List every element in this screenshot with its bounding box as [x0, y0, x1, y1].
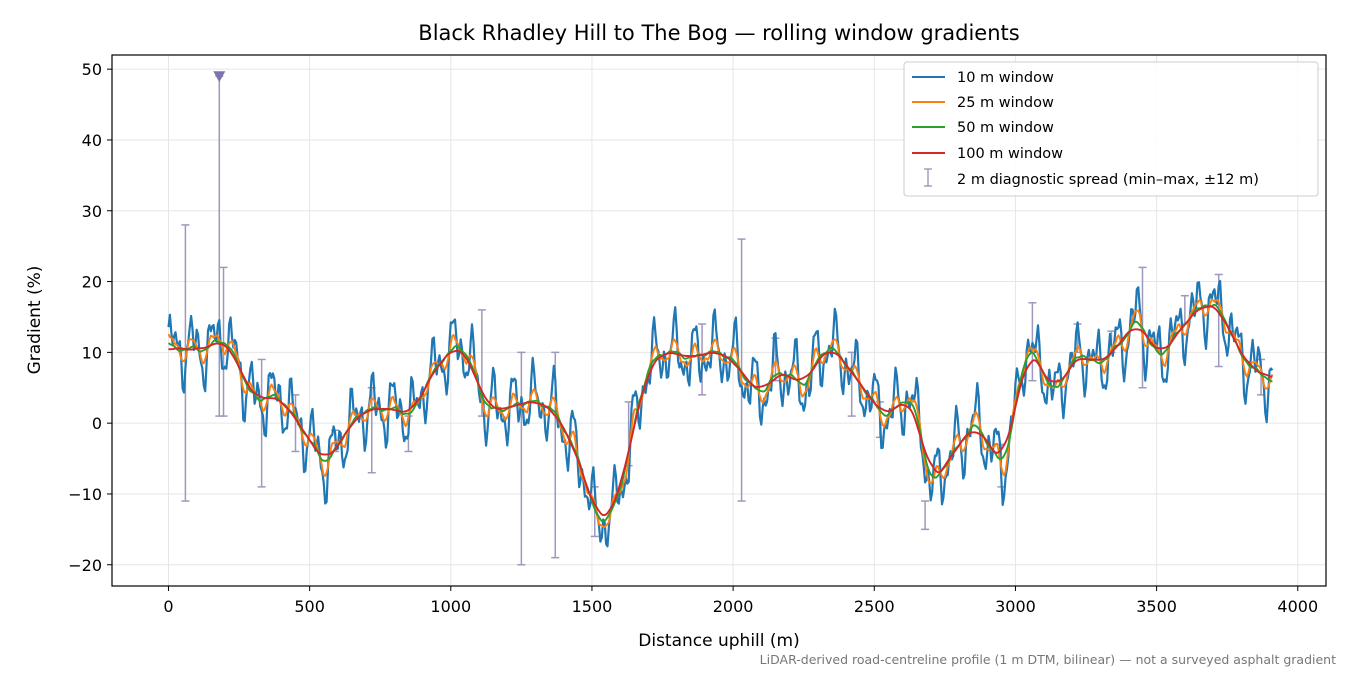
y-tick-label: −10 — [68, 485, 102, 504]
diagnostic-error-bar — [257, 358, 266, 488]
footnote: LiDAR-derived road-centreline profile (1… — [760, 652, 1336, 667]
y-tick-label: 0 — [92, 414, 102, 433]
x-axis-label: Distance uphill (m) — [638, 631, 799, 651]
chart-title: Black Rhadley Hill to The Bog — rolling … — [418, 21, 1019, 45]
x-tick-label: 0 — [163, 597, 173, 616]
y-tick-label: 30 — [82, 202, 102, 221]
y-tick-label: 40 — [82, 131, 102, 150]
series-lines — [167, 279, 1274, 548]
y-tick-label: 50 — [82, 60, 102, 79]
legend-label-10m: 10 m window — [957, 70, 1054, 86]
series-line-25-m-window — [167, 298, 1274, 529]
x-tick-label: 3000 — [995, 597, 1036, 616]
x-tick-label: 1000 — [430, 597, 471, 616]
series-line-10-m-window — [167, 279, 1274, 548]
y-tick-label: 10 — [82, 343, 102, 362]
legend-box — [903, 61, 1319, 197]
legend-swatch-diagnostic — [924, 168, 932, 187]
x-tick-label: 2000 — [713, 597, 754, 616]
y-tick-label: 20 — [82, 273, 102, 292]
clipped-markers — [213, 71, 226, 83]
x-tick-label: 4000 — [1277, 597, 1318, 616]
legend-label-25m: 25 m window — [957, 95, 1054, 111]
x-axis-ticks: 0 500 1000 1500 2000 2500 3000 3500 4000 — [163, 586, 1318, 616]
x-tick-label: 1500 — [572, 597, 613, 616]
legend: 10 m window 25 m window 50 m window 100 … — [903, 61, 1319, 197]
legend-label-diagnostic: 2 m diagnostic spread (min–max, ±12 m) — [957, 172, 1259, 188]
diagnostic-error-bar — [921, 500, 930, 531]
legend-label-50m: 50 m window — [957, 120, 1054, 136]
x-tick-label: 500 — [294, 597, 325, 616]
clipped-value-marker — [213, 71, 226, 83]
diagnostic-spread-bars — [181, 75, 1266, 566]
diagnostic-error-bar — [219, 266, 228, 417]
legend-label-100m: 100 m window — [957, 146, 1063, 162]
x-tick-label: 3500 — [1136, 597, 1177, 616]
y-tick-label: −20 — [68, 556, 102, 575]
plot-frame — [111, 54, 1327, 587]
y-axis-label: Gradient (%) — [25, 266, 45, 375]
series-line-100-m-window — [168, 305, 1273, 517]
y-axis-ticks: −20 −10 0 10 20 30 40 50 — [68, 60, 112, 575]
x-tick-label: 2500 — [854, 597, 895, 616]
diagnostic-error-bar — [517, 351, 526, 566]
